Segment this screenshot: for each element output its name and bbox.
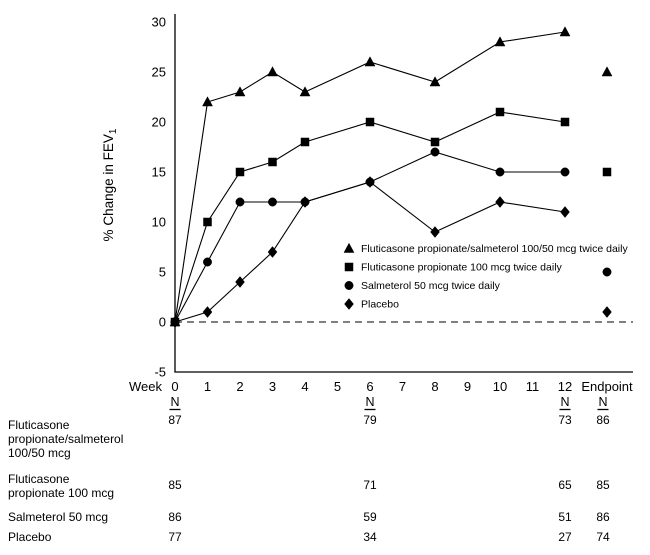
square-marker (344, 262, 354, 272)
n-row-label: Fluticasone (8, 418, 70, 432)
diamond-marker (202, 306, 213, 318)
triangle-marker (559, 26, 571, 37)
n-value: 59 (363, 510, 377, 524)
diamond-marker (300, 196, 310, 208)
square-marker (602, 167, 612, 177)
triangle-marker (601, 66, 613, 77)
legend-label-1: Fluticasone propionate/salmeterol 100/50… (361, 243, 628, 255)
square-marker (365, 117, 375, 127)
n-value: 86 (168, 510, 182, 524)
circle-marker (602, 267, 612, 277)
diamond-marker (267, 246, 278, 258)
y-tick-label: 5 (159, 265, 166, 280)
circle-marker (235, 197, 245, 207)
diamond-marker (560, 206, 570, 218)
triangle-marker (364, 56, 376, 67)
x-tick-label: 0 (171, 379, 178, 394)
diamond-marker (430, 226, 440, 238)
square-marker (235, 167, 245, 177)
diamond-marker (365, 176, 375, 188)
x-tick-label: 9 (464, 379, 471, 394)
n-value: 79 (363, 413, 377, 427)
n-value: 27 (558, 530, 572, 544)
n-value: 77 (168, 530, 182, 544)
n-row-label: Salmeterol 50 mcg (8, 510, 108, 524)
square-marker (268, 157, 277, 167)
n-column-header: N (560, 395, 569, 409)
x-tick-label: 5 (334, 379, 341, 394)
x-tick-label: 8 (431, 379, 438, 394)
n-value: 34 (363, 530, 377, 544)
legend-label-3: Salmeterol 50 mcg twice daily (361, 280, 501, 292)
x-tick-label: 12 (558, 379, 572, 394)
x-tick-label: 11 (526, 379, 540, 394)
y-tick-label: 10 (152, 215, 166, 230)
legend-label-4: Placebo (361, 299, 399, 311)
diamond-marker (235, 276, 245, 288)
square-marker (300, 137, 310, 147)
y-tick-label: 0 (159, 315, 166, 330)
y-tick-label: 20 (152, 115, 166, 130)
triangle-marker (202, 96, 213, 107)
n-value: 51 (558, 510, 572, 524)
circle-marker (560, 167, 570, 177)
circle-marker (203, 257, 212, 267)
n-value: 85 (168, 478, 182, 492)
x-tick-label: 3 (269, 379, 276, 394)
triangle-marker (267, 66, 278, 77)
x-tick-label: 4 (301, 379, 308, 394)
square-marker (430, 137, 440, 147)
n-value: 86 (596, 413, 610, 427)
legend-label-2: Fluticasone propionate 100 mcg twice dai… (361, 262, 563, 274)
n-column-header: N (170, 395, 179, 409)
n-value: 74 (596, 530, 610, 544)
n-column-header: N (598, 395, 607, 409)
n-column-header: N (365, 395, 374, 409)
y-tick-label: -5 (154, 365, 166, 380)
n-row-label: propionate 100 mcg (8, 486, 114, 500)
n-value: 86 (596, 510, 610, 524)
x-tick-label: 6 (366, 379, 373, 394)
y-tick-label: 30 (152, 15, 166, 30)
triangle-marker (343, 242, 355, 253)
n-row-label: 100/50 mcg (8, 446, 71, 460)
diamond-marker (170, 316, 180, 328)
n-value: 65 (558, 478, 572, 492)
x-axis-title: Week (129, 379, 162, 394)
circle-marker (344, 281, 354, 290)
square-marker (560, 117, 570, 127)
x-tick-label: 2 (236, 379, 243, 394)
n-value: 85 (596, 478, 610, 492)
x-tick-label: 10 (493, 379, 507, 394)
n-row-label: Fluticasone (8, 472, 70, 486)
circle-marker (268, 197, 277, 207)
diamond-marker (602, 306, 612, 318)
circle-marker (430, 147, 440, 157)
n-value: 71 (363, 478, 377, 492)
y-tick-label: 25 (152, 65, 166, 80)
diamond-marker (495, 196, 505, 208)
x-tick-label: 7 (399, 379, 406, 394)
triangle-marker (299, 86, 311, 97)
square-marker (495, 107, 505, 117)
n-row-label: Placebo (8, 530, 52, 544)
y-tick-label: 15 (152, 165, 166, 180)
y-axis-title: % Change in FEV1 (101, 128, 119, 241)
n-row-label: propionate/salmeterol (8, 432, 123, 446)
n-value: 73 (558, 413, 572, 427)
x-endpoint-label: Endpoint (581, 379, 633, 394)
triangle-marker (494, 36, 506, 47)
diamond-marker (344, 298, 354, 310)
n-value: 87 (168, 413, 182, 427)
triangle-marker (234, 86, 246, 97)
square-marker (203, 217, 212, 227)
circle-marker (495, 167, 505, 177)
x-tick-label: 1 (204, 379, 211, 394)
triangle-marker (429, 76, 441, 87)
